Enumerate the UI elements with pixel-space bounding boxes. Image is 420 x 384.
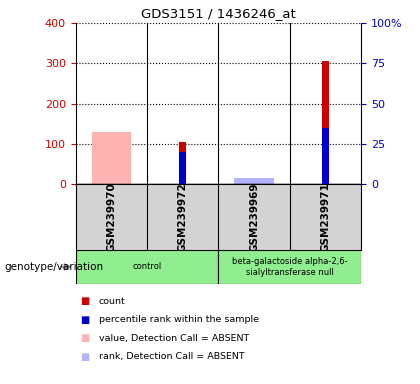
Bar	[322, 61, 329, 184]
FancyBboxPatch shape	[76, 250, 218, 284]
Bar	[234, 178, 274, 184]
Text: ■: ■	[80, 296, 89, 306]
Text: percentile rank within the sample: percentile rank within the sample	[99, 315, 259, 324]
Text: beta-galactoside alpha-2,6-
sialyltransferase null: beta-galactoside alpha-2,6- sialyltransf…	[232, 257, 348, 276]
FancyBboxPatch shape	[218, 250, 361, 284]
Text: GSM239970: GSM239970	[106, 182, 116, 252]
Bar	[179, 152, 186, 184]
Title: GDS3151 / 1436246_at: GDS3151 / 1436246_at	[141, 7, 296, 20]
Bar	[322, 128, 329, 184]
Text: ■: ■	[80, 333, 89, 343]
Text: count: count	[99, 297, 126, 306]
Text: rank, Detection Call = ABSENT: rank, Detection Call = ABSENT	[99, 352, 244, 361]
Text: ■: ■	[80, 315, 89, 325]
Text: control: control	[132, 262, 162, 271]
Text: ■: ■	[80, 352, 89, 362]
Text: GSM239969: GSM239969	[249, 182, 259, 252]
Text: value, Detection Call = ABSENT: value, Detection Call = ABSENT	[99, 334, 249, 343]
Text: genotype/variation: genotype/variation	[4, 262, 103, 272]
Text: GSM239972: GSM239972	[178, 182, 188, 252]
Bar	[179, 142, 186, 184]
Bar	[92, 132, 131, 184]
Text: GSM239971: GSM239971	[320, 182, 331, 252]
